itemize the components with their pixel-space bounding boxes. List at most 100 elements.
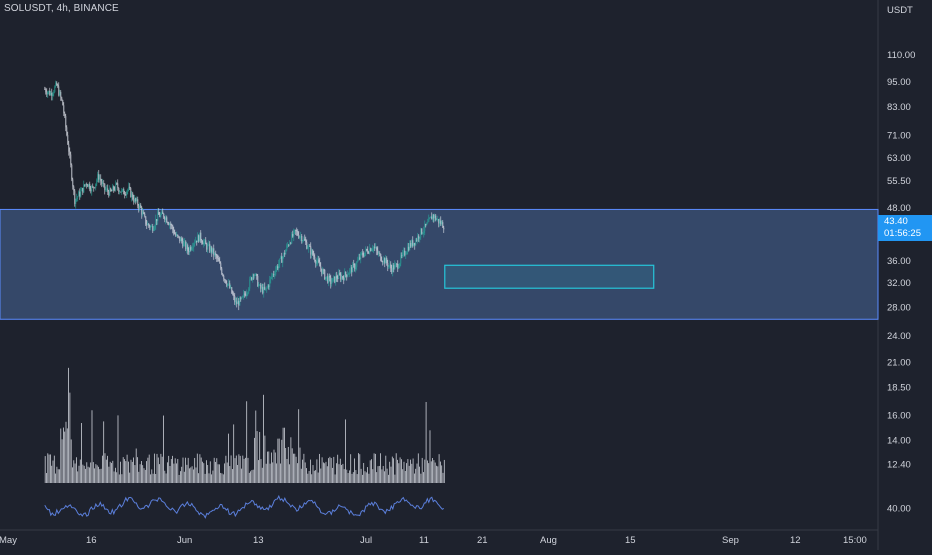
candle	[348, 273, 350, 275]
candle	[408, 246, 410, 251]
volume-bar	[130, 459, 132, 483]
volume-bar	[222, 474, 224, 483]
volume-bar	[250, 471, 251, 483]
volume-bar	[107, 455, 108, 483]
volume-bar	[260, 459, 262, 483]
volume-bar	[252, 469, 254, 483]
volume-bar	[410, 459, 411, 483]
volume-bar	[209, 461, 211, 483]
volume-bar	[430, 461, 432, 483]
volume-bar	[406, 463, 407, 483]
volume-bar	[329, 456, 331, 483]
volume-bar	[420, 473, 422, 483]
volume-bar	[57, 469, 59, 483]
candle	[365, 249, 367, 253]
candle	[199, 232, 201, 242]
candle	[203, 241, 205, 245]
volume-bar	[82, 464, 84, 483]
volume-bar	[81, 423, 82, 483]
candle	[272, 274, 274, 277]
volume-bar	[213, 457, 215, 483]
volume-bar	[135, 448, 137, 483]
volume-bar	[101, 455, 103, 483]
candle	[440, 220, 442, 225]
volume-bar	[143, 468, 145, 483]
candle	[76, 197, 78, 200]
candle	[293, 230, 295, 237]
volume-bar	[61, 439, 63, 483]
candle	[434, 215, 436, 219]
candle	[344, 271, 346, 281]
candle	[346, 274, 348, 277]
volume-bar	[306, 468, 307, 483]
volume-bar	[164, 470, 166, 483]
candle	[368, 252, 370, 254]
volume-bar	[399, 457, 401, 483]
candle	[165, 217, 167, 220]
candle	[432, 214, 434, 220]
candle	[217, 258, 219, 259]
candle	[399, 263, 401, 267]
candle	[413, 242, 415, 246]
volume-bar	[322, 462, 324, 483]
candle	[443, 227, 445, 230]
volume-bar	[112, 460, 114, 483]
volume-bar	[424, 459, 426, 483]
candle	[44, 89, 46, 91]
candle	[340, 274, 342, 280]
candle	[295, 229, 297, 231]
candle	[361, 252, 363, 254]
support-resistance-zone[interactable]	[0, 208, 879, 320]
candle	[222, 273, 224, 276]
volume-bar	[303, 453, 305, 483]
candle	[147, 223, 149, 226]
volume-bar	[181, 466, 183, 483]
volume-bar	[185, 457, 186, 483]
volume-bar	[48, 454, 50, 483]
candle	[330, 277, 332, 284]
volume-bar	[161, 456, 163, 483]
candle	[133, 199, 135, 202]
candle	[385, 257, 387, 264]
candle	[74, 190, 76, 204]
candle	[235, 301, 237, 303]
volume-bar	[147, 457, 149, 483]
volume-bar	[77, 471, 79, 483]
candle	[184, 241, 186, 243]
volume-bar	[231, 469, 233, 483]
volume-bar	[196, 453, 198, 483]
candle	[182, 240, 184, 247]
candle	[363, 255, 365, 257]
volume-bar	[286, 458, 288, 483]
candle	[367, 250, 369, 253]
time-tick-label: 21	[477, 535, 488, 546]
volume-bar	[384, 471, 385, 483]
volume-bar	[150, 474, 151, 483]
candle	[378, 253, 380, 254]
candle	[294, 229, 296, 231]
volume-bar	[369, 460, 371, 483]
target-box[interactable]	[444, 264, 655, 289]
candle	[328, 275, 330, 283]
candle	[169, 223, 171, 225]
volume-bar	[215, 461, 216, 483]
candle	[130, 188, 132, 198]
volume-bar	[121, 474, 123, 483]
candle	[354, 264, 356, 270]
candle	[143, 212, 145, 214]
volume-bar	[56, 466, 58, 483]
candle	[249, 279, 251, 289]
volume-bar	[203, 463, 205, 483]
candle	[313, 254, 315, 257]
volume-bar	[326, 466, 328, 483]
volume-bar	[416, 463, 418, 483]
volume-bar	[417, 453, 419, 483]
candle	[162, 211, 164, 214]
volume-bar	[400, 459, 402, 483]
volume-bar	[195, 467, 197, 483]
volume-bar	[425, 401, 427, 483]
volume-bar	[78, 465, 80, 483]
volume-bar	[234, 458, 236, 483]
